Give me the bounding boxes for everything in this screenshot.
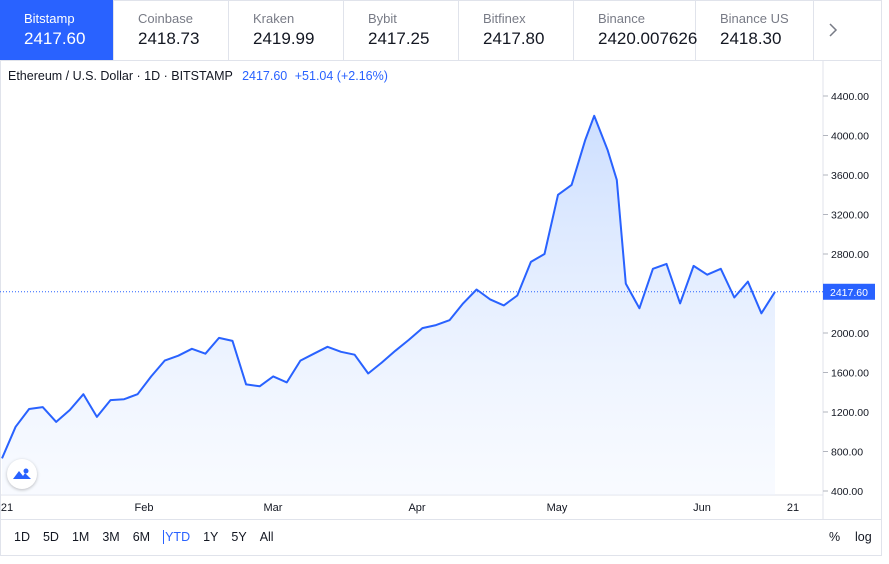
tab-coinbase[interactable]: Coinbase 2418.73	[114, 0, 229, 60]
price-axis-label: 4400.00	[831, 91, 869, 103]
price-line	[1, 114, 776, 459]
price-axis-label: 2000.00	[831, 328, 869, 340]
tab-exchange-name: Bitfinex	[483, 11, 526, 26]
price-axis[interactable]: 400.00800.001200.001600.002000.002400.00…	[823, 91, 869, 498]
range-3m[interactable]: 3M	[102, 530, 120, 544]
percent-scale-toggle[interactable]: %	[829, 530, 841, 544]
price-axis-label: 800.00	[831, 447, 863, 459]
time-axis-label: 21	[787, 502, 799, 514]
price-axis-label: 3200.00	[831, 210, 869, 222]
widget-frame	[0, 0, 882, 556]
time-axis-label: Jun	[693, 502, 711, 514]
tradingview-logo[interactable]	[7, 459, 37, 489]
price-axis-label: 400.00	[831, 486, 863, 498]
tab-kraken[interactable]: Kraken 2419.99	[229, 0, 344, 60]
tab-exchange-name: Kraken	[253, 11, 295, 26]
tab-bitfinex[interactable]: Bitfinex 2417.80	[459, 0, 574, 60]
tab-binance-us[interactable]: Binance US 2418.30	[696, 0, 814, 60]
tab-bitstamp[interactable]: Bitstamp 2417.60	[0, 0, 114, 60]
tab-price: 2418.30	[720, 29, 782, 48]
range-1m[interactable]: 1M	[71, 530, 90, 544]
range-1d[interactable]: 1D	[14, 530, 30, 544]
tab-price: 2417.80	[483, 29, 545, 48]
tab-price: 2420.007626	[598, 29, 698, 48]
price-axis-label: 3600.00	[831, 170, 869, 182]
time-axis-label: 21	[1, 502, 13, 514]
price-area-fill	[2, 115, 775, 496]
tab-exchange-name: Binance US	[720, 11, 789, 26]
price-axis-label: 2800.00	[831, 249, 869, 261]
chart-legend: Ethereum / U.S. Dollar · 1D · BITSTAMP 2…	[8, 69, 388, 83]
time-axis[interactable]: 21 Feb Mar Apr May Jun 21	[1, 502, 799, 514]
chevron-right-icon	[829, 23, 838, 37]
time-axis-label: Feb	[135, 502, 154, 514]
range-selector: 1D 5D 1M 3M 6M YTD 1Y 5Y All	[14, 530, 287, 544]
range-5d[interactable]: 5D	[42, 530, 59, 544]
range-6m[interactable]: 6M	[132, 530, 151, 544]
time-axis-label: May	[547, 502, 568, 514]
price-axis-label: 4000.00	[831, 131, 869, 143]
last-price-badge	[823, 283, 875, 300]
price-axis-label: 1600.00	[831, 368, 869, 380]
tab-exchange-name: Bybit	[368, 11, 397, 26]
next-tabs-button[interactable]	[814, 0, 852, 60]
tab-exchange-name: Coinbase	[138, 11, 193, 26]
time-axis-label: Apr	[408, 502, 425, 514]
price-axis-label: 1200.00	[831, 407, 869, 419]
tab-price: 2418.73	[138, 29, 200, 48]
range-5y[interactable]: 5Y	[231, 530, 247, 544]
legend-change: +51.04 (+2.16%)	[294, 69, 388, 83]
logo-icon	[13, 468, 31, 479]
time-axis-label: Mar	[264, 502, 283, 514]
legend-last-price: 2417.60	[242, 69, 288, 83]
toolbar-divider	[0, 519, 882, 520]
tab-bybit[interactable]: Bybit 2417.25	[344, 0, 459, 60]
range-all[interactable]: All	[259, 530, 274, 544]
tab-price: 2419.99	[253, 29, 315, 48]
tab-exchange-name: Binance	[598, 11, 645, 26]
tab-exchange-name: Bitstamp	[24, 11, 75, 26]
exchange-tabs: Bitstamp 2417.60 Coinbase 2418.73 Kraken…	[0, 0, 882, 61]
range-ytd[interactable]: YTD	[163, 530, 191, 544]
log-scale-toggle[interactable]: log	[855, 530, 872, 544]
tab-price: 2417.25	[368, 29, 430, 48]
range-1y[interactable]: 1Y	[203, 530, 219, 544]
legend-symbol: Ethereum / U.S. Dollar · 1D · BITSTAMP	[8, 69, 233, 83]
tab-binance[interactable]: Binance 2420.007626	[574, 0, 698, 60]
tab-price: 2417.60	[24, 29, 86, 48]
last-price-badge-text: 2417.60	[830, 287, 868, 299]
last-price-label: 2417.60	[823, 283, 875, 300]
